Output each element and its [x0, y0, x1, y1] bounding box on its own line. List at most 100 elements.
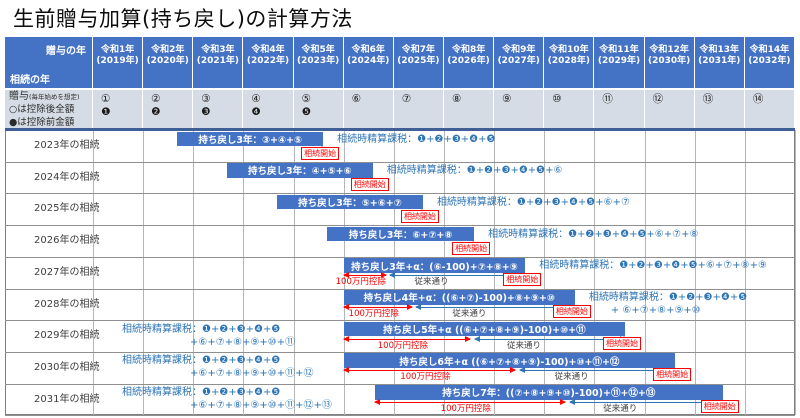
carryback-bar: 持ち戻し6年+α ((⑥+⑦+⑧+⑨)-100)+⑩+⑪+⑫ — [343, 353, 676, 368]
year-header-cell: 令和2年 (2020年) — [143, 37, 194, 90]
gift-open-number: ③ — [201, 93, 211, 105]
settlement-tax-note-line: 相続時精算課税：❶+❷+❸+❹+❺ — [122, 355, 281, 367]
gift-open-number: ⑨ — [502, 93, 512, 105]
grid-line-vertical — [544, 130, 546, 416]
header-corner-cell: 贈与の年相続の年 — [5, 37, 93, 90]
settlement-tax-note: 相続時精算課税：❶+❷+❸+❹+❺ + ⑥+⑦+⑧+⑨+⑩ — [589, 291, 747, 317]
carryback-bar: 持ち戻し3年：③+④+⑤ — [177, 131, 324, 146]
carryback-bar: 持ち戻し5年+α ((⑥+⑦+⑧+⑨)-100)+⑩+⑪ — [343, 321, 625, 337]
carryback-bar: 持ち戻し3年：⑥+⑦+⑧ — [327, 226, 475, 242]
year-header-cell: 令和9年 (2027年) — [494, 37, 545, 90]
grid-line-vertical — [93, 130, 94, 416]
grid-line-vertical — [644, 130, 646, 416]
page-title: 生前贈与加算(持ち戻し)の計算方法 — [13, 7, 353, 31]
gift-number-cell: ⑨ — [494, 90, 545, 130]
settlement-tax-note: 相続時精算課税：❶+❷+❸+❹+❺+⑥+⑦+⑧ — [488, 228, 698, 241]
settlement-tax-note-line: 相続時精算課税：❶+❷+❸+❹+❺+⑥+⑦+⑧ — [488, 228, 699, 240]
inheritance-row-label: 2028年の相続 — [34, 298, 100, 310]
settlement-tax-note-line: 相続時精算課税：❶+❷+❸+❹+❺ — [122, 323, 281, 335]
settlement-tax-note-line: +⑥+⑦+⑧+⑨+⑩+⑪ — [190, 336, 296, 348]
inheritance-start-label: 相続開始 — [700, 400, 739, 414]
inheritance-start-label: 相続開始 — [603, 336, 642, 350]
deduction-label: 100万円控除 — [440, 404, 491, 415]
grid-line-vertical — [143, 130, 145, 416]
settlement-tax-note: 相続時精算課税：❶+❷+❸+❹+❺ — [337, 133, 495, 146]
year-header-cell: 令和1年 (2019年) — [93, 37, 144, 90]
corner-gift-year-label: 贈与の年 — [46, 46, 86, 57]
gift-number-cell: ⑭ — [744, 90, 795, 130]
inheritance-start-label: 相続開始 — [301, 146, 340, 160]
settlement-tax-note-line: +⑥+⑦+⑧+⑨+⑩+⑪+⑫+⑬ — [190, 400, 332, 412]
gift-open-number: ⑧ — [452, 93, 462, 105]
carryback-bar: 持ち戻し4年+α：((⑥+⑦)-100)+⑧+⑨+⑩ — [343, 290, 575, 305]
settlement-tax-note: 相続時精算課税：❶+❷+❸+❹+❺+⑥+⑦+⑧+⑨ — [539, 259, 767, 272]
gift-open-number: ① — [101, 93, 111, 105]
gift-row-divider — [5, 128, 795, 131]
gift-number-cell: ⑩ — [544, 90, 595, 130]
year-header-cell: 令和7年 (2025年) — [393, 37, 444, 90]
gift-open-number: ⑤ — [301, 93, 311, 105]
deduction-arrow — [342, 304, 413, 311]
gift-open-number: ⑫ — [652, 93, 664, 105]
gift-open-number: ⑥ — [351, 93, 362, 105]
gift-label-line: 贈与(毎年始めを想定) — [9, 91, 80, 102]
inheritance-row-label: 2030年の相続 — [34, 361, 100, 373]
conventional-label: 従来通り — [452, 309, 487, 320]
inheritance-row-label: 2024年の相続 — [34, 171, 100, 183]
gift-open-number: ⑭ — [752, 93, 764, 105]
gift-open-number: ② — [151, 93, 161, 105]
settlement-tax-note-line: 相続時精算課税：❶+❷+❸+❹+❺+⑥ — [386, 165, 563, 177]
settlement-tax-note-line: 相続時精算課税：❶+❷+❸+❹+❺+⑥+⑦ — [436, 196, 630, 208]
deduction-arrow — [373, 399, 566, 406]
grid-line-vertical — [193, 130, 195, 416]
settlement-tax-note: 相続時精算課税：❶+❷+❸+❹+❺ +⑥+⑦+⑧+⑨+⑩+⑪+⑫ — [122, 354, 313, 380]
grid-line-horizontal — [5, 193, 795, 195]
grid-line-vertical — [694, 130, 696, 416]
inheritance-row-label: 2026年の相続 — [34, 235, 100, 247]
settlement-tax-note-line: + ⑥+⑦+⑧+⑨+⑩ — [610, 305, 701, 317]
grid-line-horizontal — [5, 351, 795, 353]
grid-line-horizontal — [5, 161, 795, 163]
inheritance-row-label: 2025年の相続 — [34, 203, 100, 215]
settlement-tax-note-line: 相続時精算課税：❶+❷+❸+❹+❺ — [588, 292, 748, 304]
year-header-cell: 令和10年 (2028年) — [544, 37, 595, 90]
year-header-cell: 令和6年 (2024年) — [343, 37, 394, 90]
settlement-tax-note: 相続時精算課税：❶+❷+❸+❹+❺+⑥+⑦ — [437, 196, 630, 209]
inheritance-start-label: 相続開始 — [452, 241, 491, 255]
settlement-tax-note-line: 相続時精算課税：❶+❷+❸+❹+❺ — [122, 387, 281, 399]
conventional-label: 従来通り — [414, 277, 449, 288]
conventional-arrow — [414, 304, 576, 311]
inheritance-start-label: 相続開始 — [653, 368, 692, 382]
gift-open-number: ⑬ — [702, 93, 714, 105]
year-header-cell: 令和4年 (2022年) — [243, 37, 294, 90]
gift-filled-number: ❷ — [151, 106, 161, 118]
year-header-cell: 令和14年 (2032年) — [744, 37, 795, 90]
settlement-tax-note: 相続時精算課税：❶+❷+❸+❹+❺ +⑥+⑦+⑧+⑨+⑩+⑪+⑫+⑬ — [122, 386, 332, 412]
grid-line-horizontal — [5, 415, 795, 417]
conventional-label: 従来通り — [554, 372, 589, 383]
inheritance-row-label: 2029年の相続 — [34, 330, 100, 342]
deduction-arrow — [342, 272, 387, 279]
corner-inheritance-year-label: 相続の年 — [10, 75, 50, 86]
grid-line-vertical — [293, 130, 295, 416]
inheritance-start-label: 相続開始 — [350, 178, 389, 192]
gift-open-number: ④ — [251, 93, 261, 105]
settlement-tax-note-line: 相続時精算課税：❶+❷+❸+❹+❺ — [337, 133, 496, 145]
year-header-cell: 令和8年 (2026年) — [444, 37, 495, 90]
gift-row-label: 贈与(毎年始めを想定) ○は控除後全額 ●は控除前金額 — [5, 90, 93, 130]
settlement-tax-note: 相続時精算課税：❶+❷+❸+❹+❺ +⑥+⑦+⑧+⑨+⑩+⑪ — [122, 323, 295, 349]
gift-number-cell: ⑬ — [694, 90, 745, 130]
gift-filled-number: ❶ — [101, 106, 111, 118]
conventional-arrow — [519, 367, 677, 374]
year-header-cell: 令和11年 (2029年) — [594, 37, 645, 90]
gift-number-cell: ⑥ — [343, 90, 394, 130]
year-header-cell: 令和3年 (2021年) — [193, 37, 244, 90]
deduction-arrow — [342, 335, 472, 342]
year-header-cell: 令和12年 (2030年) — [644, 37, 695, 90]
gift-number-cell: ⑪ — [594, 90, 645, 130]
